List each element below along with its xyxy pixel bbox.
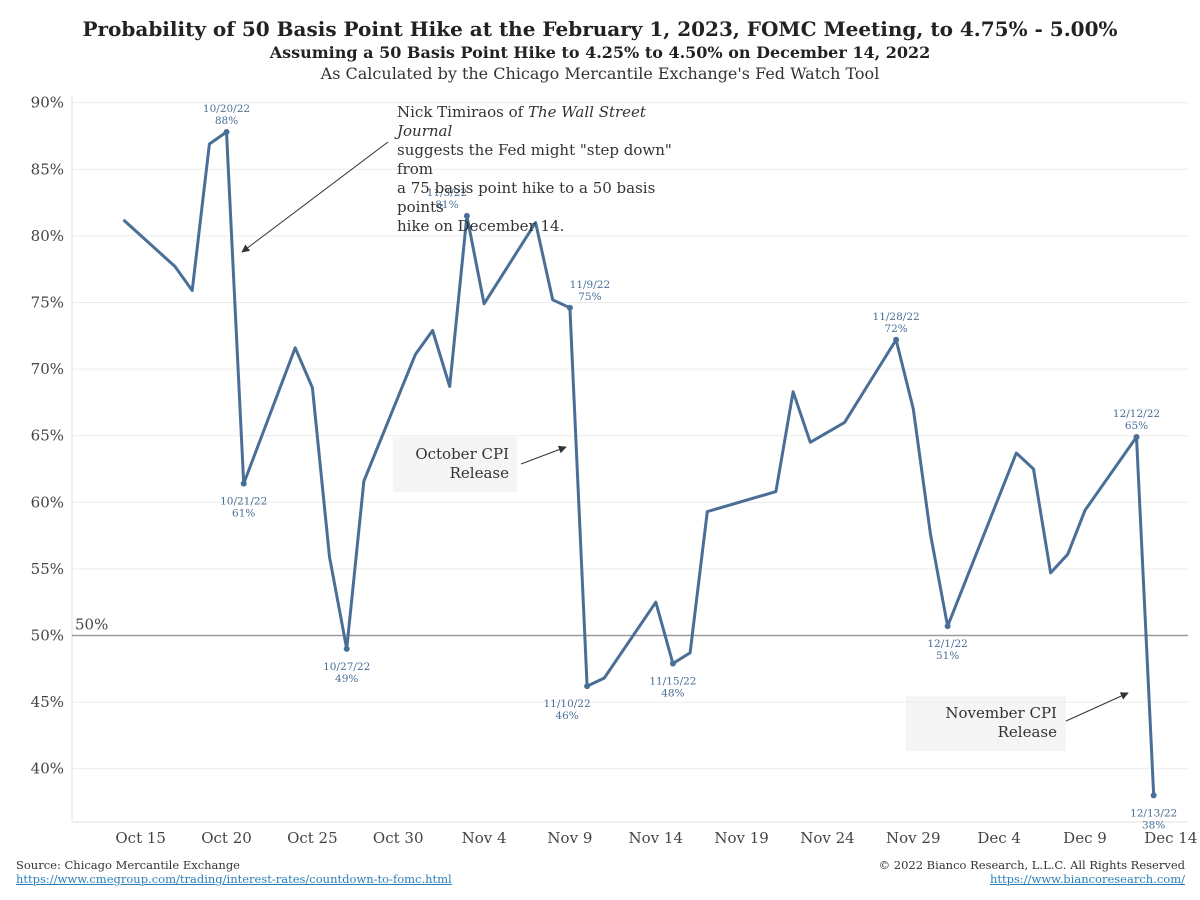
data-point-marker (893, 336, 900, 343)
data-point-marker (566, 304, 573, 311)
data-label-date: 11/10/22 (543, 698, 590, 710)
x-tick-label: Dec 9 (1063, 829, 1107, 847)
x-tick-label: Oct 25 (287, 829, 338, 847)
timiraos-line4: hike on December 14. (397, 217, 565, 235)
data-label-date: 12/1/22 (927, 638, 967, 650)
chart-titles: Probability of 50 Basis Point Hike at th… (0, 16, 1200, 84)
data-point-marker (944, 623, 951, 630)
y-tick-label: 85% (31, 160, 64, 178)
x-tick-label: Dec 4 (977, 829, 1021, 847)
october-cpi-box (393, 437, 517, 492)
x-tick-label: Nov 19 (714, 829, 769, 847)
x-tick-label: Oct 15 (115, 829, 166, 847)
data-label-value: 49% (335, 673, 358, 685)
data-point-marker (343, 645, 350, 652)
x-tick-label: Nov 24 (800, 829, 855, 847)
october-cpi-annotation: October CPI Release (393, 445, 509, 483)
x-tick-label: Nov 9 (547, 829, 592, 847)
y-tick-label: 50% (31, 627, 64, 645)
data-label-date: 12/12/22 (1113, 408, 1160, 420)
november-cpi-arrow (1065, 692, 1129, 722)
data-label-value: 51% (936, 650, 959, 662)
data-label-date: 11/3/22 (427, 187, 467, 199)
timiraos-line3: a 75 basis point hike to a 50 basis poin… (397, 179, 656, 216)
data-label-date: 11/15/22 (649, 675, 696, 687)
november-cpi-line2: Release (997, 723, 1057, 741)
x-tick-label: Nov 14 (629, 829, 684, 847)
data-label-date: 11/28/22 (873, 311, 920, 323)
x-tick-label: Nov 29 (886, 829, 941, 847)
y-tick-label: 70% (31, 360, 64, 378)
x-tick-label: Dec 14 (1144, 829, 1197, 847)
data-point-marker (240, 480, 247, 487)
data-label-date: 11/9/22 (570, 279, 610, 291)
data-label-value: 72% (884, 323, 907, 335)
november-cpi-line1: November CPI (945, 704, 1057, 722)
chart-title: Probability of 50 Basis Point Hike at th… (82, 17, 1118, 41)
data-label-value: 61% (232, 508, 255, 520)
data-label-date: 10/20/22 (203, 103, 250, 115)
data-label-value: 65% (1125, 420, 1148, 432)
source-link[interactable]: https://www.cmegroup.com/trading/interes… (16, 872, 452, 886)
site-link[interactable]: https://www.biancoresearch.com/ (989, 872, 1185, 886)
y-tick-label: 80% (31, 227, 64, 245)
data-point-marker (584, 683, 591, 690)
x-tick-label: Oct 30 (373, 829, 424, 847)
november-cpi-annotation: November CPI Release (906, 704, 1057, 742)
data-label-date: 10/27/22 (323, 661, 370, 673)
data-label-value: 48% (661, 687, 684, 699)
x-tick-label: Oct 20 (201, 829, 252, 847)
data-point-marker (1133, 434, 1140, 441)
y-tick-label: 90% (31, 94, 64, 112)
data-point-marker (223, 128, 230, 135)
reference-line-label: 50% (75, 616, 108, 634)
y-tick-label: 55% (31, 560, 64, 578)
copyright-text: © 2022 Bianco Research, L.L.C. All Right… (878, 858, 1185, 872)
data-label-value: 38% (1142, 819, 1165, 831)
data-point-marker (669, 660, 676, 667)
y-tick-label: 40% (31, 760, 64, 778)
source-footer: Source: Chicago Mercantile Exchange http… (16, 858, 452, 886)
chart-subtitle: Assuming a 50 Basis Point Hike to 4.25% … (269, 43, 931, 62)
copyright-footer: © 2022 Bianco Research, L.L.C. All Right… (879, 858, 1185, 886)
october-cpi-arrow (520, 445, 567, 465)
x-tick-label: Nov 4 (462, 829, 507, 847)
y-tick-label: 60% (31, 493, 64, 511)
data-point-marker (463, 212, 470, 219)
data-label-value: 75% (578, 291, 601, 303)
y-tick-label: 65% (31, 427, 64, 445)
timiraos-line1-prefix: Nick Timiraos of (397, 103, 528, 121)
source-text: Source: Chicago Mercantile Exchange (16, 858, 240, 872)
data-label-value: 46% (555, 710, 578, 722)
data-label-date: 10/21/22 (220, 496, 267, 508)
timiraos-annotation: Nick Timiraos of The Wall Street Journal… (397, 103, 697, 236)
data-point-marker (1150, 792, 1157, 799)
data-label-value: 81% (435, 199, 458, 211)
timiraos-line1-italic: The Wall Street Journal (397, 103, 646, 140)
y-tick-label: 45% (31, 693, 64, 711)
timiraos-arrow (241, 141, 389, 253)
series-line (122, 130, 1156, 796)
data-label-date: 12/13/22 (1130, 807, 1177, 819)
chart-subtitle-2: As Calculated by the Chicago Mercantile … (320, 64, 880, 83)
november-cpi-box (906, 696, 1066, 751)
data-label-value: 88% (215, 115, 238, 127)
october-cpi-line2: Release (449, 464, 509, 482)
y-tick-label: 75% (31, 293, 64, 311)
october-cpi-line1: October CPI (415, 445, 509, 463)
timiraos-line2: suggests the Fed might "step down" from (397, 141, 672, 178)
